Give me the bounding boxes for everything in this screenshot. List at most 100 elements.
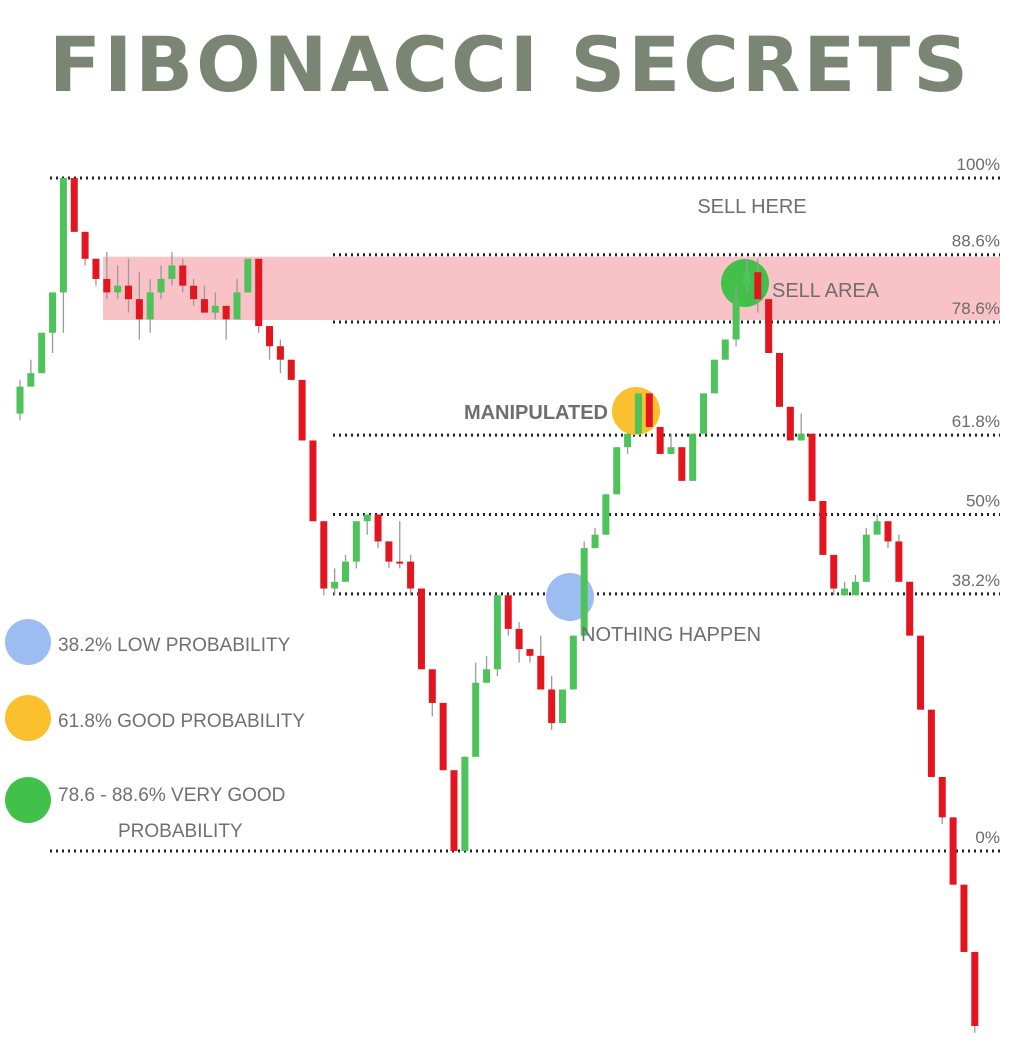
candle [862,527,870,582]
fib-level-label: 88.6% [952,232,1000,251]
candle [786,406,794,441]
candle [678,447,686,481]
candle [244,258,252,293]
candle [70,178,78,232]
candle [645,393,653,428]
candle [461,756,469,851]
legend-label: 61.8% GOOD PROBABILITY [58,711,305,732]
candle [613,447,621,495]
fib-level-label: 38.2% [952,571,1000,590]
candle [971,951,979,1033]
candle [754,258,762,313]
candle [569,635,577,690]
candle [667,433,675,454]
candle [417,588,425,670]
candle [255,258,263,333]
candle [732,285,740,347]
candle [200,285,208,313]
candle [721,339,729,360]
candle [59,178,67,333]
candle [472,662,480,757]
candle [602,494,610,535]
candle [157,265,165,300]
candle [27,359,35,387]
candle [624,433,632,454]
candle [851,575,859,596]
candle [309,440,317,522]
nothing-happen-annotation: NOTHING HAPPEN [581,624,761,646]
sell-area-annotation: SELL AREA [772,280,880,302]
candle [504,595,512,636]
candle [276,339,284,374]
legend-dot [5,695,51,741]
candle [342,554,349,582]
candle [580,541,588,636]
candle [537,635,545,690]
candle [287,359,295,380]
sell-zone [103,256,1000,321]
candle [483,655,491,683]
sell-here-annotation: SELL HERE [697,196,806,218]
candle [841,581,849,596]
candle [884,521,892,549]
candle [38,332,46,374]
candle [331,568,339,596]
candle [797,413,805,441]
candle [428,669,436,717]
legend-label: PROBABILITY [118,821,243,842]
fib-level-label: 50% [966,492,1000,511]
candle [526,649,534,663]
candle [895,534,903,582]
candle [515,622,523,663]
candle [917,635,925,710]
candle [92,258,100,286]
candle [49,292,57,353]
legend-label: 78.6 - 88.6% VERY GOOD [58,785,285,806]
candle [949,817,957,885]
candle [352,521,360,569]
candle [873,514,881,535]
candle [710,359,718,394]
candle [396,521,404,569]
candle [266,326,274,360]
candle [439,702,447,771]
candle [222,305,230,340]
candle [591,527,599,549]
candle [135,272,143,340]
candle [776,352,783,407]
fib-level-label: 100% [957,155,1000,174]
candle [211,292,219,320]
legend: 38.2% LOW PROBABILITY 61.8% GOOD PROBABIL… [5,619,305,842]
candle [320,521,328,596]
candle [168,252,176,286]
candle [298,379,306,441]
candle [114,265,122,300]
candle [743,258,751,293]
candle [548,676,556,730]
candle [450,770,458,851]
candle [233,278,241,320]
candle [363,514,371,535]
manipulated-annotation: MANIPULATED [464,402,608,424]
candle [190,278,198,306]
candle [830,554,838,596]
candle [819,501,827,555]
chart-title: FIBONACCI SECRETS [49,20,971,109]
candle [559,689,566,724]
candle [927,709,935,777]
legend-dot [5,777,51,823]
candle [374,514,382,549]
candle [179,258,187,293]
legend-label: 38.2% LOW PROBABILITY [58,635,291,656]
candle [125,258,132,313]
candle [960,884,968,952]
legend-dot [5,619,51,665]
candle [906,581,914,636]
candle [103,252,111,300]
candle [656,427,664,454]
fib-level-label: 61.8% [952,412,1000,431]
candle [146,278,154,333]
candle [700,393,708,434]
candle [765,299,773,353]
